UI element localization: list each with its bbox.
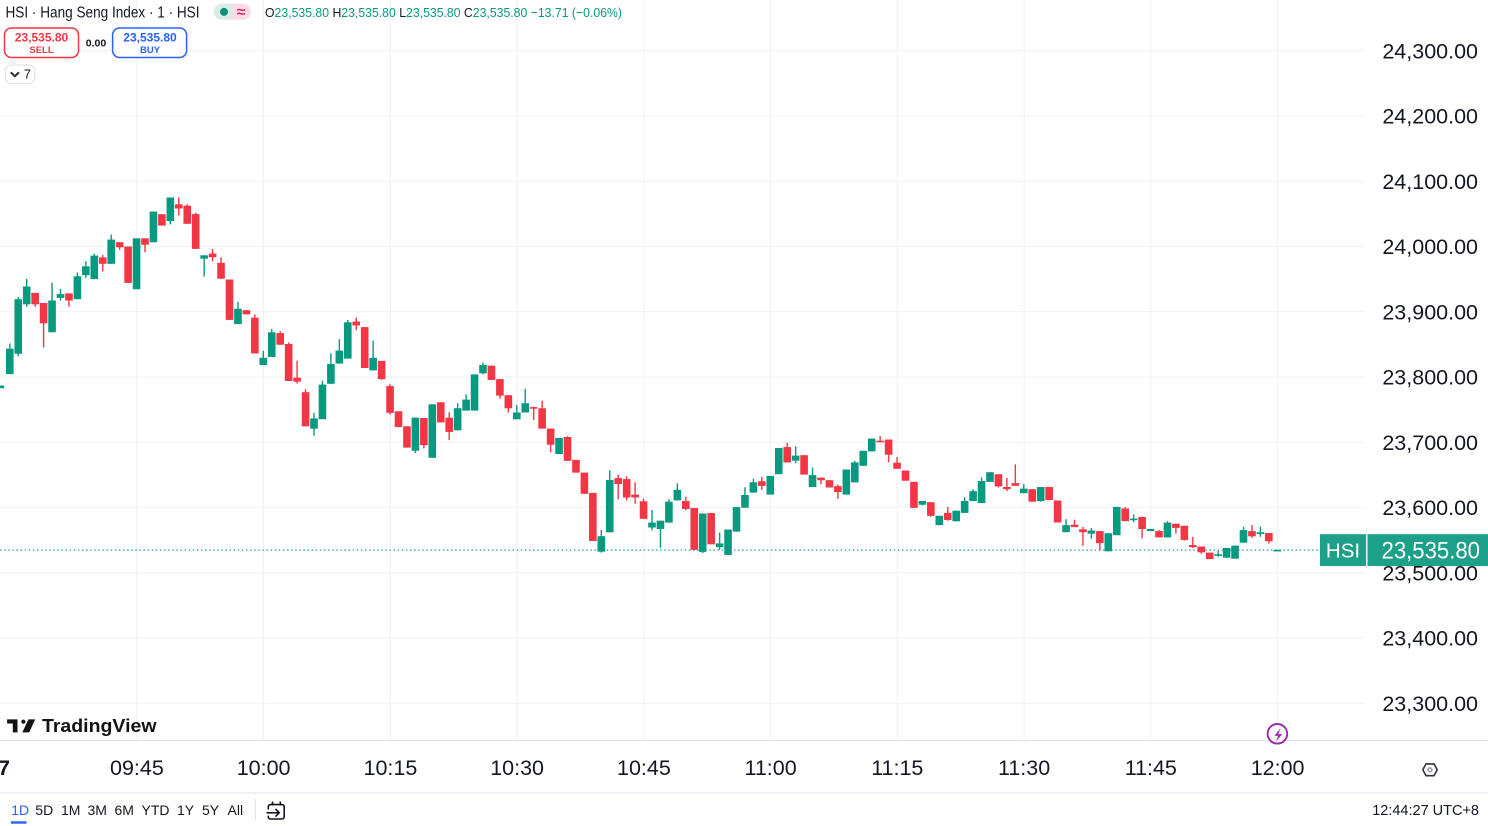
svg-text:BUY: BUY	[140, 45, 161, 56]
svg-text:11:00: 11:00	[744, 756, 796, 780]
svg-text:11:45: 11:45	[1125, 756, 1177, 780]
svg-text:23,600.00: 23,600.00	[1382, 496, 1478, 520]
svg-text:10:30: 10:30	[490, 756, 544, 780]
svg-text:O23,535.80 H23,535.80 L23,535.: O23,535.80 H23,535.80 L23,535.80 C23,535…	[265, 5, 622, 20]
svg-text:24,000.00: 24,000.00	[1382, 235, 1478, 259]
svg-text:1Y: 1Y	[177, 802, 195, 818]
svg-text:≈: ≈	[237, 4, 246, 21]
svg-text:SELL: SELL	[29, 45, 53, 56]
svg-text:10:15: 10:15	[363, 756, 417, 780]
svg-text:09:45: 09:45	[110, 756, 164, 780]
svg-text:0.00: 0.00	[86, 37, 107, 49]
svg-text:7: 7	[24, 66, 31, 81]
svg-text:24,100.00: 24,100.00	[1382, 170, 1478, 194]
svg-text:23,900.00: 23,900.00	[1382, 300, 1478, 324]
svg-text:YTD: YTD	[142, 802, 170, 818]
svg-text:23,700.00: 23,700.00	[1382, 431, 1478, 455]
svg-text:23,535.80: 23,535.80	[123, 30, 177, 44]
svg-text:10:00: 10:00	[237, 756, 291, 780]
svg-text:1D: 1D	[11, 802, 29, 818]
svg-text:12:44:27 UTC+8: 12:44:27 UTC+8	[1372, 803, 1479, 819]
svg-text:6M: 6M	[115, 802, 134, 818]
svg-text:3M: 3M	[88, 802, 107, 818]
svg-text:23,535.80: 23,535.80	[1382, 538, 1481, 565]
svg-text:23,535.80: 23,535.80	[15, 30, 69, 44]
svg-text:TradingView: TradingView	[42, 716, 158, 736]
svg-text:5Y: 5Y	[202, 802, 220, 818]
svg-text:23,400.00: 23,400.00	[1382, 627, 1478, 651]
svg-text:12:00: 12:00	[1251, 756, 1305, 780]
svg-text:11:30: 11:30	[998, 756, 1050, 780]
svg-text:24,300.00: 24,300.00	[1382, 39, 1478, 63]
svg-text:1M: 1M	[61, 802, 80, 818]
svg-text:All: All	[228, 802, 244, 818]
svg-text:24,200.00: 24,200.00	[1382, 105, 1478, 129]
svg-text:HSI: HSI	[1326, 540, 1360, 563]
svg-text:11:15: 11:15	[871, 756, 923, 780]
svg-text:HSI · Hang Seng Index · 1 · HS: HSI · Hang Seng Index · 1 · HSI	[6, 5, 200, 22]
svg-text:10:45: 10:45	[617, 756, 671, 780]
svg-text:5D: 5D	[35, 802, 53, 818]
svg-text:7: 7	[0, 756, 10, 780]
svg-text:23,800.00: 23,800.00	[1382, 366, 1478, 390]
svg-text:23,300.00: 23,300.00	[1382, 692, 1478, 716]
